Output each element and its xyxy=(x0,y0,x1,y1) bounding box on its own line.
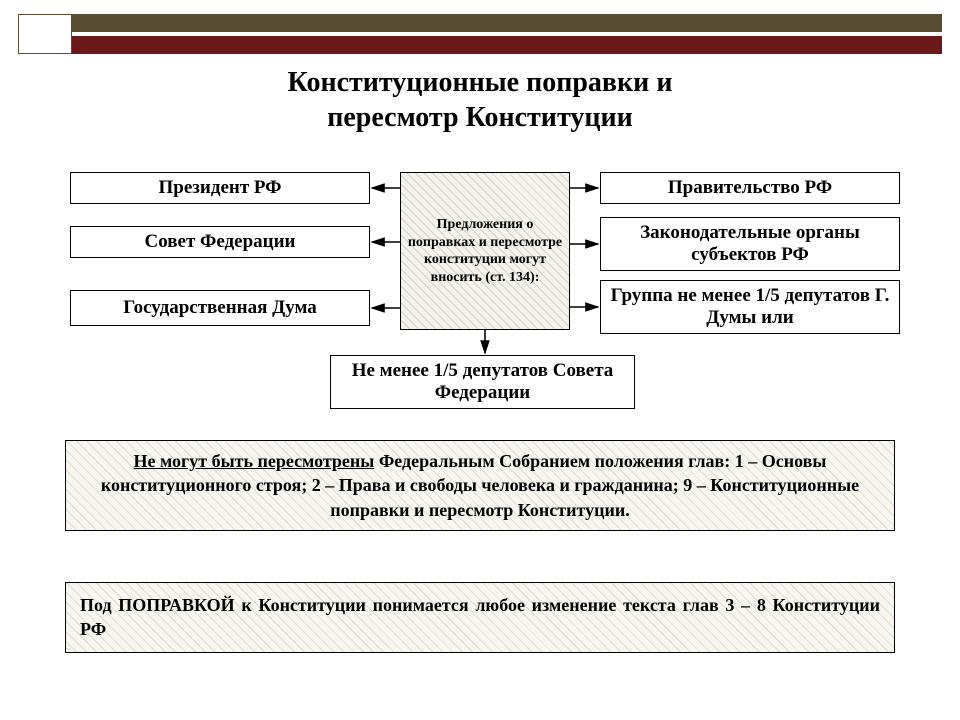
box-senators-fifth: Не менее 1/5 депутатов Совета Федерации xyxy=(330,355,635,409)
header-bars xyxy=(18,14,942,54)
bar-olive xyxy=(18,14,942,32)
note-amendment-def: Под ПОПРАВКОЙ к Конституции понимается л… xyxy=(65,582,895,653)
box-legislative-bodies: Законодательные органы субъектов РФ xyxy=(600,217,900,271)
note-cannot-revise: Не могут быть пересмотрены Федеральным С… xyxy=(65,440,895,531)
bar-maroon xyxy=(18,36,942,54)
page-title: Конституционные поправки и пересмотр Кон… xyxy=(0,65,960,135)
center-proposals-box: Предложения о поправках и пересмотре кон… xyxy=(400,172,570,330)
box-government: Правительство РФ xyxy=(600,172,900,204)
box-president: Президент РФ xyxy=(70,172,370,204)
title-line1: Конституционные поправки и xyxy=(288,67,673,98)
box-deputy-group: Группа не менее 1/5 депутатов Г. Думы ил… xyxy=(600,280,900,334)
title-line2: пересмотр Конституции xyxy=(327,102,632,133)
box-state-duma: Государственная Дума xyxy=(70,290,370,326)
corner-box xyxy=(18,14,72,54)
note1-underlined: Не могут быть пересмотрены xyxy=(134,451,375,471)
box-federation-council: Совет Федерации xyxy=(70,226,370,258)
